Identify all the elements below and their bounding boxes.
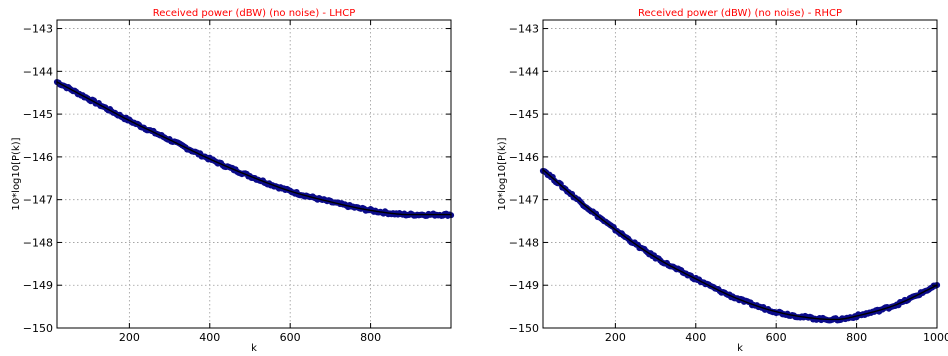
- rhcp-y-tick-label: −148: [509, 236, 539, 249]
- lhcp-x-tick-label: 600: [280, 331, 301, 344]
- lhcp-series-line: [56, 81, 452, 216]
- lhcp-y-tick-label: −143: [23, 23, 53, 36]
- rhcp-series-line: [542, 169, 938, 321]
- lhcp-y-tick-label: −145: [23, 108, 53, 121]
- lhcp-y-tick-label: −146: [23, 151, 53, 164]
- rhcp-x-tick-label: 800: [846, 331, 867, 344]
- rhcp-x-tick-label: 1000: [923, 331, 948, 344]
- lhcp-y-tick-label: −144: [23, 65, 53, 78]
- lhcp-y-tick-label: −150: [23, 322, 53, 335]
- rhcp-y-tick-label: −145: [509, 108, 539, 121]
- rhcp-y-tick-label: −150: [509, 322, 539, 335]
- rhcp-y-tick-label: −147: [509, 194, 539, 207]
- lhcp-y-tick-label: −148: [23, 236, 53, 249]
- rhcp-plot-title: Received power (dBW) (no noise) - RHCP: [638, 8, 842, 19]
- lhcp-plot: Received power (dBW) (no noise) - LHCP 2…: [11, 8, 455, 354]
- rhcp-y-tick-label: −143: [509, 23, 539, 36]
- lhcp-x-tick-label: 200: [119, 331, 140, 344]
- rhcp-y-axis-label: 10*log10[P(k)]: [497, 137, 508, 210]
- rhcp-x-tick-label: 400: [685, 331, 706, 344]
- rhcp-y-tick-label: −149: [509, 279, 539, 292]
- lhcp-x-axis-label: k: [251, 343, 257, 354]
- rhcp-x-axis-label: k: [737, 343, 743, 354]
- lhcp-x-tick-label: 800: [360, 331, 381, 344]
- lhcp-x-tick-label: 400: [199, 331, 220, 344]
- rhcp-plot: Received power (dBW) (no noise) - RHCP 2…: [497, 8, 948, 354]
- rhcp-y-tick-label: −146: [509, 151, 539, 164]
- lhcp-plot-frame: [56, 19, 452, 329]
- lhcp-y-tick-label: −147: [23, 194, 53, 207]
- rhcp-x-tick-label: 600: [766, 331, 787, 344]
- rhcp-x-tick-label: 200: [605, 331, 626, 344]
- lhcp-plot-title: Received power (dBW) (no noise) - LHCP: [153, 8, 356, 19]
- lhcp-y-axis-label: 10*log10[P(k)]: [11, 137, 22, 210]
- rhcp-plot-frame: [542, 19, 938, 329]
- lhcp-markers: [53, 78, 455, 219]
- rhcp-y-tick-label: −144: [509, 65, 539, 78]
- lhcp-y-tick-label: −149: [23, 279, 53, 292]
